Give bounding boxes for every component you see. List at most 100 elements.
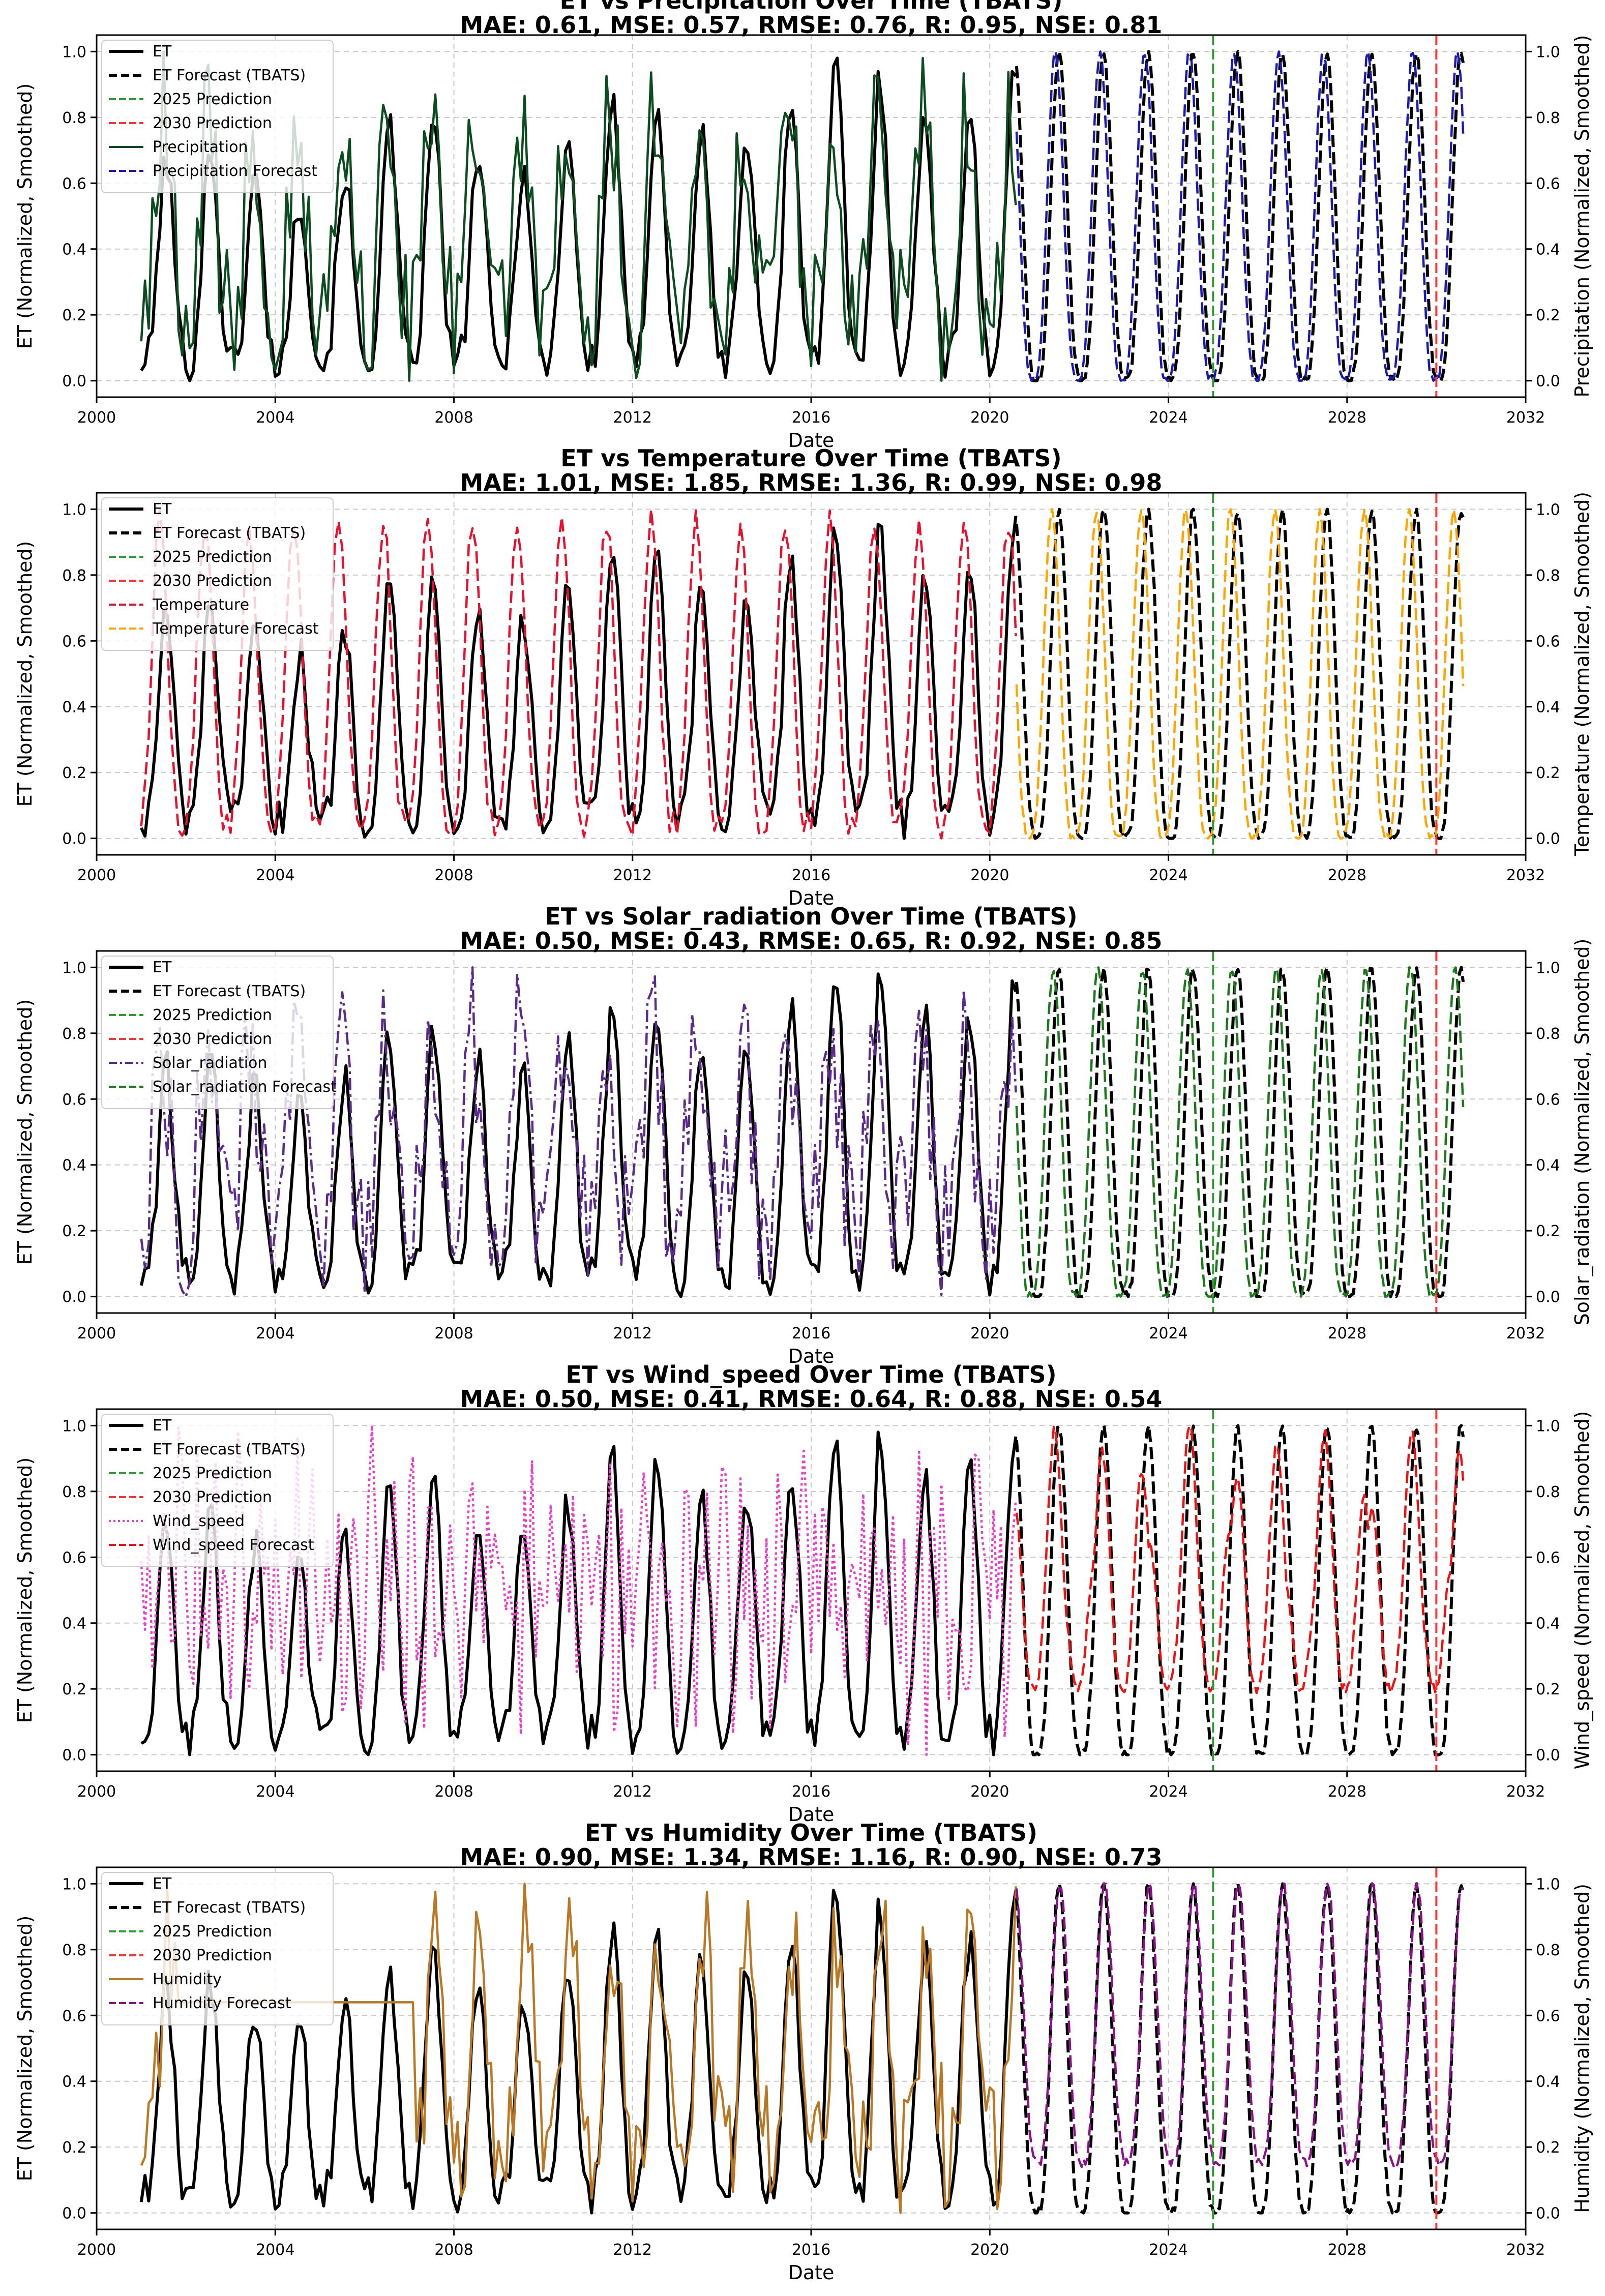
legend-item-humidity-forecast: Humidity Forecast [153,1994,291,2012]
y-axis-label: ET (Normalized, Smoothed) [14,1457,36,1723]
y-tick-label: 1.0 [62,1875,86,1893]
series-wind-speed [140,1424,1017,1756]
y-tick-label: 0.8 [62,567,86,585]
y2-tick-label: 0.6 [1536,633,1560,650]
y-tick-label: 0.6 [62,175,86,193]
series-et-forecast-tbats [1015,1424,1465,1756]
x-tick-label: 2024 [1149,1783,1187,1801]
y2-axis-label: Wind_speed (Normalized, Smoothed) [1571,1411,1593,1770]
legend-item-et-forecast-tbats: ET Forecast (TBATS) [153,1899,306,1917]
chart-panel-3: ET vs Solar_radiation Over Time (TBATS)M… [14,903,1593,1367]
x-tick-label: 2004 [256,867,294,884]
y2-tick-label: 1.0 [1536,43,1560,61]
x-tick-label: 2004 [256,1325,294,1343]
chart-subtitle: MAE: 0.90, MSE: 1.34, RMSE: 1.16, R: 0.9… [460,1843,1163,1871]
x-axis-label: Date [788,2261,835,2284]
x-tick-label: 2016 [792,1325,830,1343]
chart-subtitle: MAE: 0.50, MSE: 0.43, RMSE: 0.65, R: 0.9… [460,927,1163,955]
chart-title: ET vs Precipitation Over Time (TBATS) [560,0,1063,14]
grid [96,1409,1526,1771]
y-tick-label: 0.6 [62,2007,86,2025]
y-tick-label: 0.4 [62,2073,86,2091]
y2-tick-label: 0.0 [1536,830,1560,848]
x-tick-label: 2024 [1149,2241,1187,2259]
series-group [140,1424,1465,1756]
y2-tick-label: 1.0 [1536,1417,1560,1435]
x-tick-label: 2000 [77,409,116,427]
legend-item-2030-prediction: 2030 Prediction [153,1030,272,1048]
y-tick-label: 0.6 [62,1091,86,1109]
x-tick-label: 2012 [613,1783,652,1801]
x-tick-label: 2020 [970,2241,1009,2259]
series-group [139,966,1465,1298]
x-tick-label: 2000 [77,1783,116,1801]
chart-subtitle: MAE: 1.01, MSE: 1.85, RMSE: 1.36, R: 0.9… [460,469,1163,496]
y-tick-label: 1.0 [62,1417,86,1435]
chart-panel-5: ET vs Humidity Over Time (TBATS)MAE: 0.9… [14,1819,1593,2284]
legend-item-precipitation: Precipitation [153,138,248,156]
x-tick-label: 2024 [1149,1325,1187,1343]
legend-item-2025-prediction: 2025 Prediction [153,1923,272,1941]
y2-axis-label: Solar_radiation (Normalized, Smoothed) [1571,938,1593,1325]
x-tick-label: 2028 [1328,1325,1366,1343]
y2-tick-label: 1.0 [1536,959,1560,977]
y-tick-label: 0.8 [62,109,86,127]
y-tick-label: 1.0 [62,43,86,61]
y-tick-label: 0.0 [62,2205,86,2223]
series-et [140,1430,1018,1756]
y2-tick-label: 0.0 [1536,373,1560,391]
x-tick-label: 2016 [792,2241,830,2259]
y2-tick-label: 0.8 [1536,1942,1560,1959]
x-tick-label: 2000 [77,1325,116,1343]
legend-item-et-forecast-tbats: ET Forecast (TBATS) [153,982,306,1000]
x-tick-label: 2008 [434,409,473,427]
y2-tick-label: 0.2 [1536,1222,1560,1240]
y2-tick-label: 1.0 [1536,501,1560,519]
x-tick-label: 2008 [434,2241,473,2259]
series-solar-radiation-forecast [1015,966,1465,1298]
x-tick-label: 2024 [1149,409,1187,427]
y2-tick-label: 0.4 [1536,1615,1560,1633]
y2-axis-label: Precipitation (Normalized, Smoothed) [1571,35,1593,397]
legend-item-wind-speed: Wind_speed [153,1512,245,1530]
chart-panel-1: ET vs Precipitation Over Time (TBATS)MAE… [14,0,1593,452]
legend-item-et: ET [153,43,172,61]
x-tick-label: 2000 [77,2241,116,2259]
y-axis-label: ET (Normalized, Smoothed) [14,999,36,1265]
series-et-forecast-tbats [1015,508,1465,840]
y2-tick-label: 0.6 [1536,175,1560,193]
legend-box [101,497,334,651]
y2-axis-label: Humidity (Normalized, Smoothed) [1571,1884,1593,2213]
x-tick-label: 2028 [1328,409,1366,427]
legend-item-solar-radiation: Solar_radiation [153,1054,267,1072]
x-tick-label: 2032 [1506,867,1545,884]
series-precipitation-forecast [1015,50,1465,382]
series-group [139,1882,1465,2215]
legend-item-et: ET [153,1417,172,1435]
chart-title: ET vs Solar_radiation Over Time (TBATS) [545,903,1077,930]
x-tick-label: 2032 [1506,409,1545,427]
series-wind-speed-forecast [1015,1424,1465,1694]
legend: ET ET Forecast (TBATS) 2025 Prediction 2030… [101,1872,334,2025]
y2-tick-label: 0.2 [1536,764,1560,782]
y-axis-label: ET (Normalized, Smoothed) [14,1916,36,2182]
x-axis-label: Date [788,1345,835,1367]
y2-tick-label: 0.0 [1536,1747,1560,1765]
x-tick-label: 2028 [1328,2241,1366,2259]
y2-tick-label: 0.4 [1536,699,1560,717]
legend-item-et-forecast-tbats: ET Forecast (TBATS) [153,524,306,542]
legend-box [101,40,334,193]
x-tick-label: 2020 [970,1325,1009,1343]
x-tick-label: 2032 [1506,1783,1545,1801]
chart-title: ET vs Temperature Over Time (TBATS) [560,444,1061,472]
y2-tick-label: 0.6 [1536,1091,1560,1109]
legend-item-humidity: Humidity [153,1971,222,1988]
y2-tick-label: 0.8 [1536,1025,1560,1043]
legend-item-wind-speed-forecast: Wind_speed Forecast [153,1536,314,1554]
grid [96,1867,1526,2229]
legend: ET ET Forecast (TBATS) 2025 Prediction 2030… [101,40,334,193]
x-tick-label: 2020 [970,867,1009,884]
legend-item-2030-prediction: 2030 Prediction [153,114,272,132]
y-tick-label: 0.0 [62,373,86,391]
y-tick-label: 0.6 [62,1549,86,1567]
